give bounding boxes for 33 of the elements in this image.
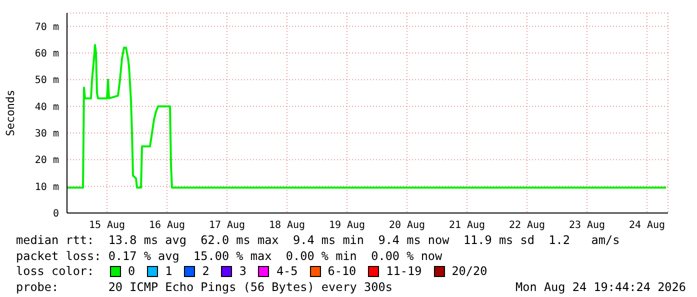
x-tick-label: 17 Aug [208, 220, 246, 232]
legend-label: 11-19 [386, 264, 422, 280]
legend-label: 4-5 [276, 264, 298, 280]
legend-label: 1 [165, 264, 172, 280]
x-tick-label: 24 Aug [628, 220, 666, 232]
x-tick-label: 19 Aug [328, 220, 366, 232]
y-tick-label: 30 m [34, 128, 59, 140]
y-axis-title: Seconds [4, 90, 17, 136]
x-tick-label: 18 Aug [268, 220, 306, 232]
y-tick-label: 70 m [34, 22, 59, 33]
y-tick-label: 60 m [34, 48, 59, 60]
x-tick-label: 23 Aug [568, 220, 606, 232]
line-series [67, 44, 668, 189]
y-tick-label: 50 m [34, 75, 59, 86]
y-tick-label: 10 m [34, 182, 59, 193]
legend-label: 2 [202, 264, 210, 280]
legend-label: 3 [239, 264, 246, 280]
y-tick-label: 0 [52, 208, 59, 220]
text: probe: 20 ICMP Echo Pings (56 Bytes) every 300s [16, 280, 392, 295]
y-tick-label: 40 m [34, 102, 59, 113]
x-tick-label: 16 Aug [148, 220, 186, 232]
y-tick-label: 20 m [34, 155, 59, 166]
text: packet loss: 0.17 % avg 15.00 % max 0.00 % min 0.00 % now [16, 248, 444, 264]
text: median rtt: 13.8 ms avg 62.0 ms max 9.4 ms min 9.4 ms now 11.9 ms sd 1.2 am/s [16, 233, 621, 248]
legend-label: 6-10 [328, 264, 356, 280]
legend-label: 20/20 [452, 264, 488, 280]
x-tick-label: 21 Aug [448, 220, 486, 232]
x-tick-label: 22 Aug [508, 220, 546, 232]
legend-title: loss color: [16, 264, 96, 280]
text: Mon Aug 24 19:44:24 2026 [516, 280, 686, 295]
x-tick-label: 15 Aug [88, 220, 126, 232]
legend-label: 0 [128, 264, 136, 280]
x-tick-label: 20 Aug [388, 220, 426, 232]
